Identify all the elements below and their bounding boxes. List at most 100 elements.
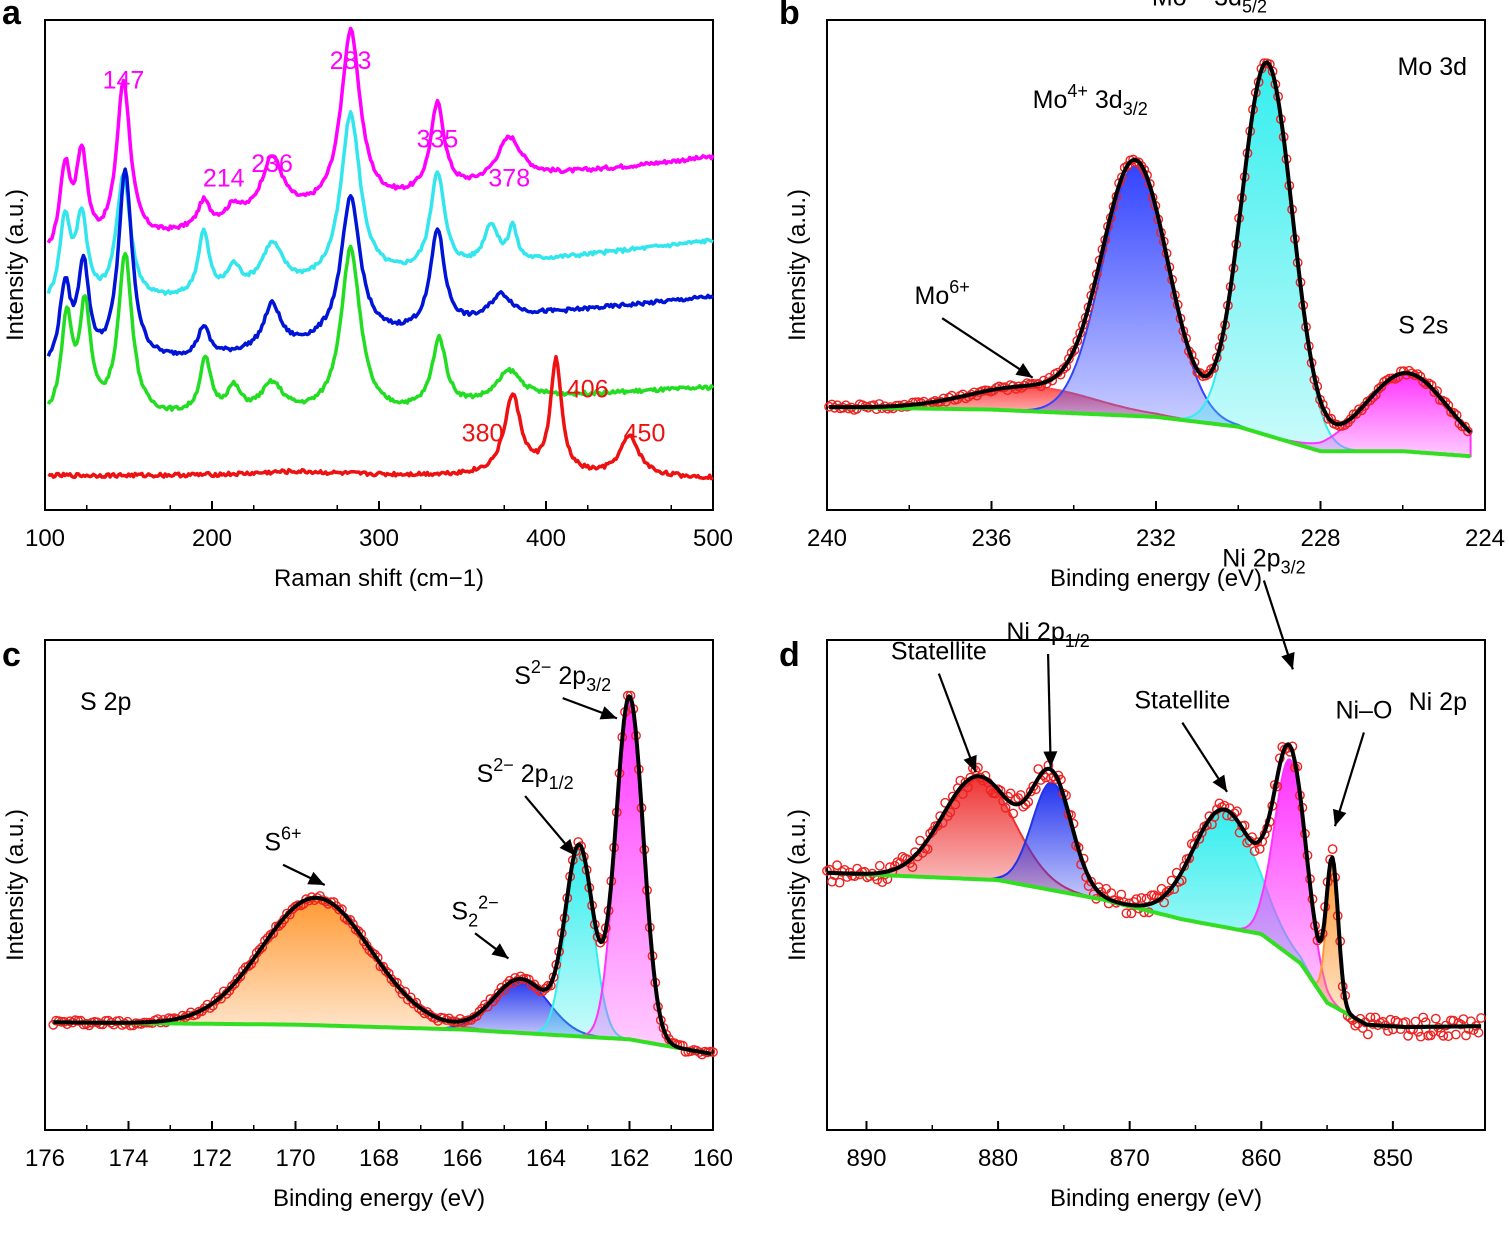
peak-label: S6+ <box>264 824 301 857</box>
data-point <box>493 988 504 998</box>
arrow-head <box>1212 774 1228 792</box>
peak-annotation: 378 <box>488 165 530 193</box>
x-axis-label: Binding energy (eV) <box>1050 565 1262 592</box>
data-point <box>1033 764 1044 774</box>
peak-label-main: Statellite <box>891 638 987 666</box>
peak-annotation: 380 <box>462 419 504 447</box>
arrow-head <box>1015 363 1033 378</box>
axes: 890 880 870 860 850 Binding energy (eV) Intens… <box>784 639 1486 1212</box>
data-point <box>915 835 926 846</box>
data-point <box>827 876 837 887</box>
x-tick-label: 236 <box>971 525 1011 552</box>
peak-label: S 2s <box>1398 312 1448 340</box>
x-tick-label: 880 <box>978 1145 1018 1172</box>
data-point <box>962 782 973 793</box>
data-point <box>1327 844 1338 855</box>
data-point <box>1365 1012 1376 1023</box>
data-point <box>1373 383 1384 394</box>
raman-chart: 100 200 300 400 500 Raman shift (cm−1) Intensi… <box>2 19 733 592</box>
peak-label-main: Statellite <box>1134 687 1230 715</box>
peak-label-main: S <box>264 829 281 857</box>
data-point <box>1131 894 1142 904</box>
data-point <box>1005 788 1016 799</box>
data-point <box>1451 1029 1461 1040</box>
peak-label: Mo6+ <box>915 277 970 310</box>
data-point <box>243 961 254 971</box>
arrow-head <box>1281 652 1295 670</box>
peak-label-sub: 3/2 <box>586 675 611 695</box>
data-point <box>832 860 843 871</box>
data-point <box>474 1006 485 1017</box>
x-tick-label: 100 <box>25 525 65 552</box>
peak-label-sup: 2− <box>493 755 514 775</box>
peak-label: S22− <box>451 892 498 930</box>
data-point <box>1418 1012 1429 1023</box>
data-point <box>1249 846 1260 857</box>
label-arrow <box>1333 732 1365 827</box>
data-point <box>229 978 240 989</box>
x-tick-label: 850 <box>1373 1145 1413 1172</box>
peak-label-sub: 2 <box>468 910 478 930</box>
x-tick-label: 162 <box>609 1145 649 1172</box>
data-point <box>235 971 246 982</box>
data-point <box>1015 790 1026 800</box>
label-arrow <box>1046 653 1052 768</box>
background-line <box>828 405 1471 459</box>
data-point <box>1122 161 1133 171</box>
arrow-head <box>307 871 325 885</box>
peak-annotation: 147 <box>103 67 145 95</box>
peak-label-main: Mo <box>1033 86 1068 114</box>
arrow-head <box>963 754 977 773</box>
data-point <box>834 877 845 888</box>
data-point <box>1008 808 1019 819</box>
peak-label: Statellite <box>891 638 987 666</box>
data-point <box>897 851 908 862</box>
data-point <box>257 942 268 953</box>
background-line <box>53 1020 712 1056</box>
data-point <box>1473 1027 1484 1038</box>
data-point <box>380 966 391 977</box>
peak-annotation: 450 <box>624 419 666 447</box>
x-tick-label: 172 <box>192 1145 232 1172</box>
peak-label-main: Ni 2p <box>1222 545 1280 573</box>
data-point <box>1466 1016 1476 1027</box>
plot-frame <box>826 639 1486 1131</box>
peak-label-rest: 3d <box>1207 0 1242 11</box>
peak-label-main: S <box>451 897 468 925</box>
panel-letter-c: c <box>2 636 21 674</box>
y-axis-label: Intensity (a.u.) <box>2 189 29 341</box>
data-point <box>1149 890 1159 901</box>
y-axis-label: Intensity (a.u.) <box>2 809 29 961</box>
x-tick-label: 168 <box>359 1145 399 1172</box>
arrow-head <box>491 943 509 959</box>
data-point <box>347 919 358 930</box>
x-tick-label: 500 <box>693 525 733 552</box>
mo3d-chart: 240 236 232 228 224 Binding energy (eV) Intens… <box>784 0 1505 592</box>
peak-label-sub: 1/2 <box>549 773 574 793</box>
panel-letter-b: b <box>779 0 800 32</box>
peak-label-sup: 2− <box>531 657 552 677</box>
panel-b: b 240 236 232 228 224 Binding energy (eV) Inte… <box>755 0 1509 620</box>
peak-label: Ni 2p3/2 <box>1222 545 1305 578</box>
peak-annotation: 335 <box>417 125 459 153</box>
peak-label-sub: 3/2 <box>1123 99 1148 119</box>
x-tick-label: 400 <box>526 525 566 552</box>
peak-label-sub: 1/2 <box>1065 631 1090 651</box>
x-tick-label: 166 <box>442 1145 482 1172</box>
data-point <box>1058 363 1069 374</box>
data-point <box>1203 368 1214 379</box>
peak-label-sup: 6+ <box>281 824 302 844</box>
peak-label-sup: 6+ <box>949 277 970 297</box>
label-arrow <box>937 673 977 773</box>
axes: 240 236 232 228 224 Binding energy (eV) Intens… <box>784 19 1505 592</box>
peak-label: Statellite <box>1134 687 1230 715</box>
data-point <box>1345 414 1356 424</box>
series-line-magenta <box>46 26 715 244</box>
data-point <box>1376 381 1387 392</box>
data-point <box>1438 1030 1449 1041</box>
background-line <box>827 870 1482 1030</box>
peak-label-rest: 2p <box>514 760 549 788</box>
arrow-head <box>1333 808 1347 827</box>
peak-annotation: 406 <box>567 375 609 403</box>
x-tick-label: 170 <box>275 1145 315 1172</box>
